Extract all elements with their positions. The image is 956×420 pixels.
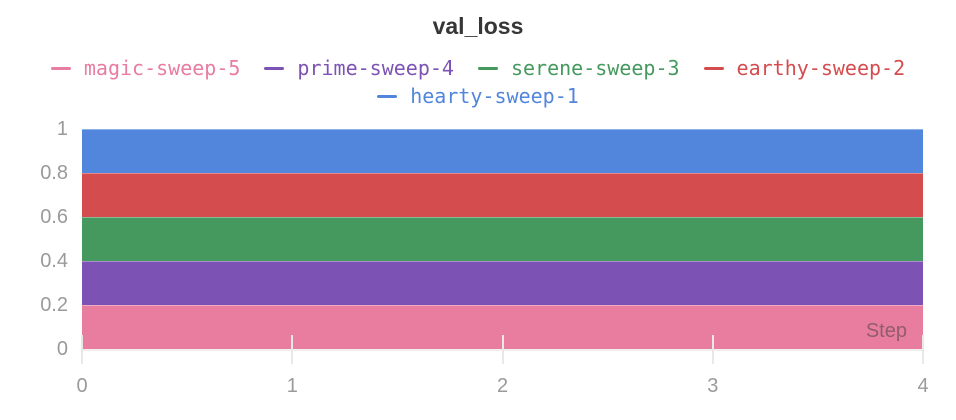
y-axis-tick-label: 1 bbox=[56, 118, 68, 140]
legend-label: earthy-sweep-2 bbox=[736, 56, 906, 80]
x-axis-tick-label: 2 bbox=[496, 375, 509, 397]
legend-label: magic-sweep-5 bbox=[83, 56, 241, 80]
y-axis-tick-label: 0.6 bbox=[40, 206, 68, 228]
y-axis-tick-label: 0.8 bbox=[40, 162, 68, 184]
y-axis-tick-label: 0 bbox=[56, 338, 68, 360]
legend-label: prime-sweep-4 bbox=[297, 56, 454, 80]
x-axis-tick-label: 4 bbox=[917, 375, 929, 397]
series-band-prime-sweep-4 bbox=[82, 261, 923, 305]
plot-area[interactable]: Step bbox=[81, 129, 924, 364]
legend-line-icon bbox=[264, 66, 285, 70]
x-axis-tick-label: 0 bbox=[76, 375, 88, 397]
legend-line-icon bbox=[50, 66, 71, 70]
x-tick-line bbox=[501, 335, 504, 364]
legend-item-hearty-sweep-1[interactable]: hearty-sweep-1 bbox=[377, 84, 579, 108]
x-axis-tick-label: 1 bbox=[286, 375, 298, 397]
chart-title: val_loss bbox=[432, 13, 524, 39]
legend-item-prime-sweep-4[interactable]: prime-sweep-4 bbox=[264, 56, 454, 80]
legend-item-earthy-sweep-2[interactable]: earthy-sweep-2 bbox=[703, 56, 906, 80]
x-tick-line bbox=[81, 335, 83, 364]
legend-line-icon bbox=[477, 66, 498, 70]
legend-label: serene-sweep-3 bbox=[510, 56, 680, 80]
legend: magic-sweep-5 prime-sweep-4 serene-sweep-3… bbox=[0, 56, 956, 108]
legend-item-serene-sweep-3[interactable]: serene-sweep-3 bbox=[477, 56, 680, 80]
x-axis-title: Step bbox=[865, 320, 907, 342]
legend-line-icon bbox=[377, 94, 398, 98]
series-band-earthy-sweep-2 bbox=[82, 173, 923, 217]
legend-label: hearty-sweep-1 bbox=[410, 84, 579, 108]
x-axis-tick-label: 3 bbox=[707, 375, 719, 397]
y-axis-tick-label: 0.4 bbox=[40, 250, 68, 272]
legend-item-magic-sweep-5[interactable]: magic-sweep-5 bbox=[50, 56, 241, 80]
x-tick-line bbox=[922, 335, 924, 364]
legend-line-icon bbox=[703, 66, 724, 70]
x-tick-line bbox=[711, 335, 714, 364]
series-band-serene-sweep-3 bbox=[82, 217, 923, 261]
x-tick-line bbox=[291, 335, 294, 364]
series-band-hearty-sweep-1 bbox=[82, 129, 923, 173]
y-axis-tick-label: 0.2 bbox=[40, 294, 68, 316]
